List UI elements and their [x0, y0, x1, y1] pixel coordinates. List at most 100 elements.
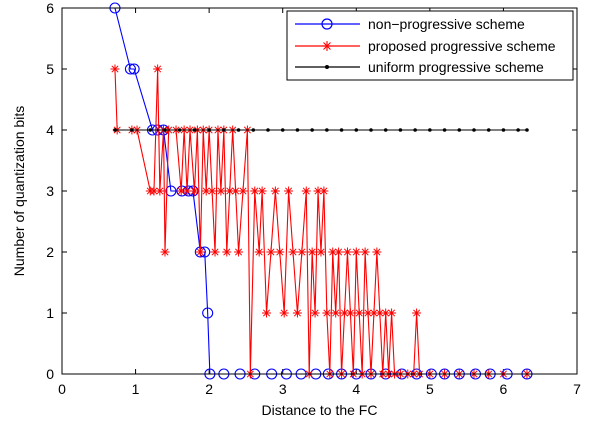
series-1-point-31: [234, 247, 244, 257]
series-1-point-60: [340, 308, 350, 318]
legend-label-non-progressive: non−progressive scheme: [368, 16, 525, 32]
y-axis-label: Number of quantization bits: [11, 106, 27, 276]
series-0-point-1: [124, 63, 136, 75]
series-1-point-74: [381, 308, 391, 318]
series-1-point-71: [372, 247, 382, 257]
series-1-point-72: [375, 308, 385, 318]
series-1-point-25: [216, 186, 226, 196]
x-tick-label-1: 1: [132, 381, 140, 397]
x-tick-label-5: 5: [426, 381, 434, 397]
series-1-point-62: [345, 308, 355, 318]
series-1-point-61: [342, 247, 352, 257]
series-2-point-18: [383, 128, 388, 132]
series-2-point-23: [457, 128, 462, 132]
series-1-point-16: [189, 186, 199, 196]
series-1-point-76: [387, 308, 397, 318]
series-2-point-15: [339, 128, 344, 132]
series-2-point-22: [442, 128, 447, 132]
series-2-point-13: [310, 128, 314, 132]
legend: non−progressive scheme proposed progress…: [286, 10, 574, 81]
series-1-point-68: [363, 308, 373, 318]
x-tick-label-7: 7: [573, 381, 581, 397]
series-1-point-54: [322, 308, 332, 318]
series-1-point-22: [207, 186, 217, 196]
x-tick-label-2: 2: [205, 381, 213, 397]
series-1-point-58: [334, 247, 344, 257]
series-1-point-12: [176, 186, 186, 196]
series-1-line: [114, 68, 527, 375]
series-1-point-18: [195, 247, 205, 257]
y-tick-label-3: 3: [46, 183, 54, 199]
series-1-point-37: [257, 186, 267, 196]
series-1-point-36: [254, 247, 264, 257]
series-2-point-26: [501, 128, 506, 132]
series-1-point-28: [225, 186, 235, 196]
x-tick-label-3: 3: [279, 381, 287, 397]
series-1-point-0: [110, 64, 120, 74]
series-1-point-65: [354, 308, 364, 318]
series-2-point-11: [280, 128, 285, 132]
series-2-point-0: [113, 128, 117, 132]
series-2-point-4: [177, 128, 182, 132]
series-1-point-50: [310, 308, 320, 318]
legend-label-proposed-progressive: proposed progressive scheme: [368, 38, 556, 54]
series-1-point-45: [292, 308, 302, 318]
series-1-point-14: [182, 186, 192, 196]
series-1-point-53: [319, 186, 329, 196]
series-2-point-10: [266, 128, 270, 132]
series-0-point-12: [202, 307, 214, 319]
series-1-point-7: [155, 186, 165, 196]
series-1-point-70: [369, 308, 379, 318]
series-1-point-64: [351, 247, 361, 257]
series-1-point-39: [266, 247, 276, 257]
series-1-point-47: [301, 186, 311, 196]
series-1-point-40: [270, 186, 280, 196]
legend-marker-proposed-progressive: [322, 41, 332, 51]
series-2-point-16: [354, 128, 359, 132]
series-1-point-5: [149, 186, 159, 196]
series-0-point-2: [128, 63, 140, 75]
legend-entry-proposed-progressive: proposed progressive scheme: [295, 38, 556, 54]
series-1-point-42: [279, 308, 289, 318]
series-1-point-57: [331, 308, 341, 318]
x-tick-label-4: 4: [352, 381, 360, 397]
axis-tick-labels: 0 1 2 3 4 5 6 7 0 1 2 3 4 5 6: [46, 0, 581, 397]
series-2-point-6: [207, 128, 211, 132]
series-2-point-1: [130, 128, 134, 132]
series-2-point-21: [428, 128, 432, 132]
series-1-point-30: [231, 186, 241, 196]
series-1-point-35: [250, 186, 260, 196]
x-tick-label-0: 0: [58, 381, 66, 397]
series-1-point-6: [153, 64, 163, 74]
series-1-point-9: [160, 247, 170, 257]
series-1-point-56: [328, 247, 338, 257]
legend-label-uniform-progressive: uniform progressive scheme: [368, 59, 544, 75]
series-1-point-46: [297, 247, 307, 257]
series-1-point-38: [262, 308, 272, 318]
y-tick-label-0: 0: [46, 366, 54, 382]
series-2-point-14: [325, 128, 329, 132]
legend-marker-non-progressive: [321, 18, 333, 30]
series-2-point-9: [251, 128, 256, 132]
y-tick-label-1: 1: [46, 305, 54, 321]
legend-entry-non-progressive: non−progressive scheme: [295, 16, 525, 32]
series-1-point-41: [275, 247, 285, 257]
series-2-point-24: [472, 128, 476, 132]
series-2-point-3: [163, 128, 167, 132]
series-1-point-23: [210, 247, 220, 257]
series-1-point-81: [412, 308, 422, 318]
series-1-point-27: [222, 247, 232, 257]
plot-frame: [61, 7, 578, 375]
series-1-point-49: [307, 247, 317, 257]
series-1-point-67: [360, 247, 370, 257]
y-tick-label-6: 6: [46, 0, 54, 16]
series-2-point-5: [192, 128, 197, 132]
series-2-point-27: [516, 128, 520, 132]
series-2-point-25: [486, 128, 491, 132]
legend-entry-uniform-progressive: uniform progressive scheme: [295, 59, 544, 75]
series-2-point-8: [236, 128, 241, 132]
y-tick-label-5: 5: [46, 61, 54, 77]
series-1-point-51: [313, 186, 323, 196]
series-2-point-19: [398, 128, 403, 132]
